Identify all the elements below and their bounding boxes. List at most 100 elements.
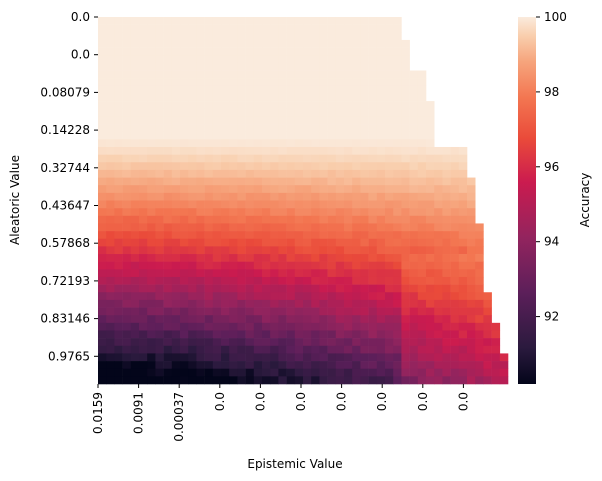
- heatmap-cell: [237, 146, 246, 155]
- heatmap-cell: [180, 368, 189, 377]
- heatmap-cell: [180, 17, 189, 25]
- heatmap-cell: [360, 353, 369, 362]
- heatmap-cell: [237, 116, 246, 125]
- heatmap-cell: [147, 131, 156, 140]
- heatmap-cell: [303, 368, 312, 377]
- heatmap-cell: [294, 223, 304, 232]
- heatmap-cell: [139, 376, 148, 385]
- heatmap-cell: [335, 269, 345, 278]
- heatmap-cell: [155, 55, 164, 64]
- heatmap-cell: [393, 338, 402, 347]
- heatmap-cell: [163, 24, 173, 33]
- heatmap-cell: [180, 299, 189, 308]
- heatmap-cell: [467, 254, 476, 262]
- heatmap-cell: [106, 17, 115, 25]
- heatmap-cell: [237, 215, 246, 224]
- heatmap-cell: [303, 315, 312, 324]
- colorbar-label: Accuracy: [578, 173, 592, 228]
- heatmap-cell: [180, 353, 189, 362]
- heatmap-cell: [155, 146, 164, 155]
- heatmap-cell: [188, 55, 197, 64]
- heatmap-cell: [417, 108, 427, 117]
- heatmap-cell: [98, 223, 107, 232]
- heatmap-cell: [376, 376, 386, 385]
- heatmap-cell: [458, 162, 468, 171]
- heatmap-cell: [221, 231, 230, 240]
- heatmap-cell: [417, 299, 427, 308]
- heatmap-cell: [409, 345, 419, 354]
- heatmap-cell: [376, 85, 386, 94]
- heatmap-cell: [352, 238, 361, 247]
- heatmap-cell: [335, 254, 345, 262]
- heatmap-cell: [360, 276, 369, 285]
- heatmap-cell: [212, 223, 222, 232]
- heatmap-cell: [303, 322, 312, 331]
- heatmap-cell: [385, 39, 394, 48]
- heatmap-cell: [229, 246, 238, 255]
- heatmap-cell: [393, 131, 402, 140]
- heatmap-cell: [106, 261, 115, 270]
- heatmap-cell: [204, 116, 214, 125]
- heatmap-cell: [130, 353, 140, 362]
- heatmap-cell: [311, 17, 320, 25]
- heatmap-cell: [393, 223, 402, 232]
- heatmap-cell: [303, 85, 312, 94]
- heatmap-cell: [196, 254, 205, 262]
- heatmap-cell: [376, 177, 386, 186]
- heatmap-cell: [180, 361, 189, 370]
- heatmap-cell: [221, 215, 230, 224]
- heatmap-cell: [335, 368, 345, 377]
- heatmap-cell: [147, 284, 156, 293]
- heatmap-cell: [352, 231, 361, 240]
- heatmap-cell: [106, 200, 115, 209]
- heatmap-cell: [212, 101, 222, 110]
- heatmap-cell: [188, 32, 197, 41]
- heatmap-cell: [335, 169, 345, 178]
- heatmap-cell: [467, 361, 476, 370]
- heatmap-cell: [467, 215, 476, 224]
- heatmap-cell: [147, 185, 156, 194]
- heatmap-cell: [122, 101, 132, 110]
- heatmap-cell: [442, 330, 451, 339]
- heatmap-cell: [311, 32, 320, 41]
- heatmap-cell: [335, 55, 345, 64]
- heatmap-cell: [171, 93, 181, 102]
- heatmap-cell: [163, 78, 173, 87]
- heatmap-cell: [311, 162, 320, 171]
- heatmap-cell: [130, 276, 140, 285]
- heatmap-cell: [98, 307, 107, 316]
- heatmap-cell: [221, 154, 230, 163]
- heatmap-cell: [245, 162, 255, 171]
- heatmap-cell: [278, 284, 287, 293]
- heatmap-cell: [335, 62, 345, 71]
- heatmap-cell: [139, 200, 148, 209]
- heatmap-cell: [147, 368, 156, 377]
- heatmap-cell: [393, 254, 402, 262]
- heatmap-cell: [122, 376, 132, 385]
- heatmap-cell: [196, 146, 205, 155]
- heatmap-cell: [245, 101, 255, 110]
- heatmap-cell: [327, 200, 337, 209]
- heatmap-cell: [262, 269, 271, 278]
- heatmap-cell: [114, 78, 123, 87]
- heatmap-cell: [114, 124, 123, 132]
- heatmap-cell: [180, 162, 189, 171]
- heatmap-cell: [327, 154, 337, 163]
- x-axis-ticks: 0.0159 0.0091 0.00037 0.0 0.0 0.0 0.0 0.0 0.0 0.0: [91, 384, 470, 442]
- heatmap-cell: [294, 24, 304, 33]
- heatmap-cell: [221, 368, 230, 377]
- heatmap-cell: [393, 361, 402, 370]
- heatmap-cell: [122, 208, 132, 217]
- heatmap-cell: [442, 154, 451, 163]
- heatmap-cell: [352, 146, 361, 155]
- heatmap-cell: [483, 330, 492, 339]
- heatmap-cell: [163, 32, 173, 41]
- heatmap-cell: [253, 246, 263, 255]
- heatmap-cell: [335, 315, 345, 324]
- heatmap-cell: [393, 307, 402, 316]
- heatmap-cell: [426, 284, 435, 293]
- heatmap-cell: [458, 368, 468, 377]
- heatmap-cell: [303, 154, 312, 163]
- heatmap-cell: [385, 376, 394, 385]
- heatmap-cell: [196, 162, 205, 171]
